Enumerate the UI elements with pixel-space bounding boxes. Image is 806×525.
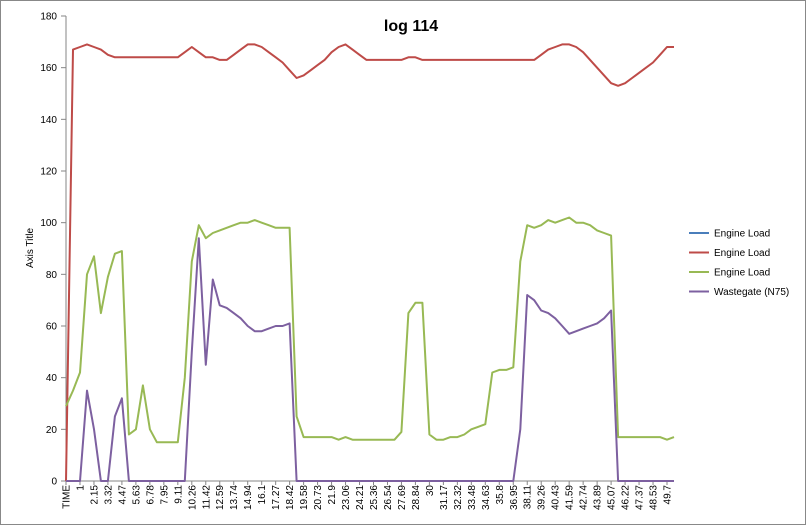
x-tick-label: 31.17 <box>439 485 450 510</box>
x-tick-label: 34.63 <box>481 485 492 510</box>
x-tick-label: 13.74 <box>229 485 240 510</box>
x-tick-label: 35.8 <box>495 485 506 505</box>
x-tick-label: 9.11 <box>173 485 184 504</box>
x-tick-label: 26.54 <box>383 485 394 510</box>
y-tick-label: 160 <box>40 63 57 74</box>
x-tick-label: 20.73 <box>313 485 324 510</box>
x-tick-label: 46.22 <box>621 485 632 510</box>
x-tick-label: 18.42 <box>285 485 296 510</box>
series-line <box>65 216 675 444</box>
chart-title: log 114 <box>384 18 438 35</box>
x-tick-label: 32.32 <box>453 485 464 510</box>
x-tick-label: 36.95 <box>509 485 520 510</box>
x-tick-label: 3.32 <box>103 485 114 505</box>
x-tick-label: 19.58 <box>299 485 310 510</box>
legend-label: Engine Load <box>714 248 770 259</box>
x-tick-label: 33.48 <box>467 485 478 510</box>
x-tick-label: 16.1 <box>257 485 268 505</box>
series-line <box>65 43 674 482</box>
y-tick-label: 180 <box>40 12 57 23</box>
x-tick-label: 27.69 <box>397 485 408 510</box>
x-tick-label: 1 <box>75 485 86 491</box>
x-tick-label: 28.84 <box>411 485 422 510</box>
x-tick-label: 30 <box>425 485 436 497</box>
y-axis-title: Axis Title <box>25 228 36 268</box>
y-tick-label: 100 <box>40 218 57 229</box>
x-tick-label: 5.63 <box>131 485 142 505</box>
x-tick-label: 40.43 <box>551 485 562 510</box>
x-tick-label: TIME <box>62 485 73 509</box>
x-tick-label: 14.94 <box>243 485 254 510</box>
x-tick-label: 12.59 <box>215 485 226 510</box>
x-tick-label: 23.06 <box>341 485 352 510</box>
x-tick-label: 10.26 <box>187 485 198 510</box>
x-tick-label: 39.26 <box>537 485 548 510</box>
x-tick-label: 2.15 <box>89 485 100 505</box>
legend-label: Wastegate (N75) <box>714 287 789 298</box>
x-tick-label: 17.27 <box>271 485 282 510</box>
legend-label: Engine Load <box>714 268 770 279</box>
x-tick-label: 4.47 <box>117 485 128 505</box>
x-tick-label: 25.36 <box>369 485 380 510</box>
x-tick-label: 49.7 <box>663 485 674 505</box>
x-tick-label: 47.37 <box>635 485 646 510</box>
y-tick-label: 140 <box>40 115 57 126</box>
x-tick-label: 48.53 <box>649 485 660 510</box>
x-tick-label: 45.07 <box>607 485 618 510</box>
x-tick-label: 6.78 <box>145 485 156 505</box>
series-line <box>66 237 674 482</box>
x-tick-label: 41.59 <box>565 485 576 510</box>
y-tick-label: 120 <box>40 167 57 178</box>
x-tick-label: 24.21 <box>355 485 366 510</box>
y-tick-label: 20 <box>46 425 58 436</box>
x-tick-label: 11.42 <box>201 485 212 510</box>
x-tick-label: 21.9 <box>327 485 338 505</box>
y-tick-label: 0 <box>51 477 57 488</box>
y-tick-label: 80 <box>46 270 58 281</box>
x-tick-label: 43.89 <box>593 485 604 510</box>
legend-label: Engine Load <box>714 229 770 240</box>
y-tick-label: 40 <box>46 373 58 384</box>
x-tick-label: 38.11 <box>523 485 534 510</box>
x-tick-label: 7.95 <box>159 485 170 505</box>
x-tick-label: 42.74 <box>579 485 590 510</box>
y-tick-label: 60 <box>46 322 58 333</box>
